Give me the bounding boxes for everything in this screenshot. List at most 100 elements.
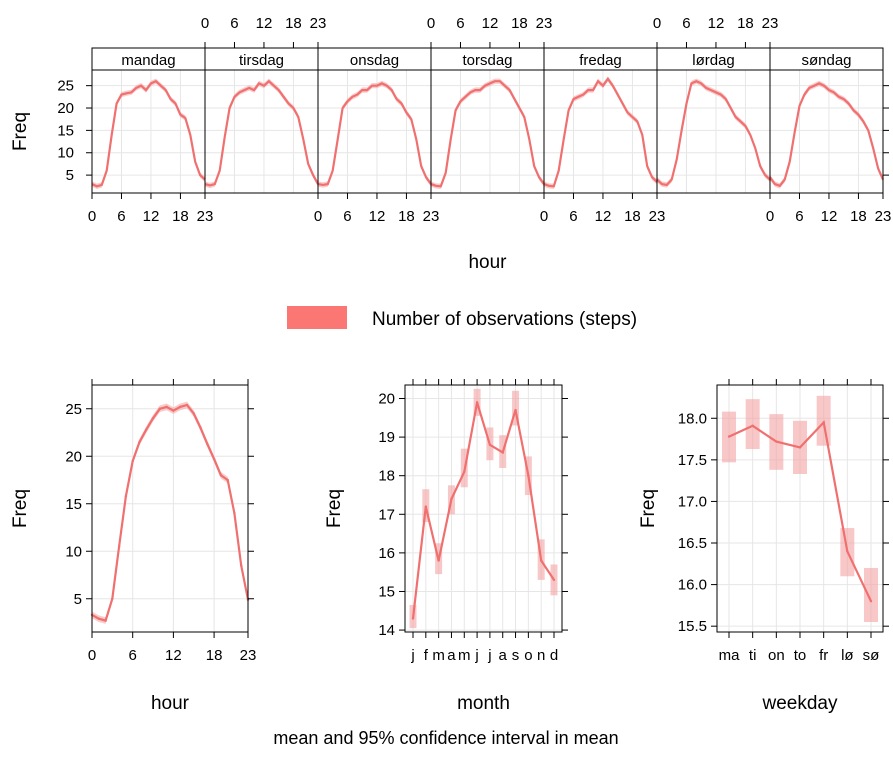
data-point: [226, 478, 229, 482]
strip-label: mandag: [121, 52, 175, 69]
data-point: [165, 405, 168, 409]
x-tick-label: m: [432, 647, 445, 664]
data-point: [437, 559, 440, 562]
x-tick-label: 6: [230, 15, 238, 32]
series-line: [411, 402, 555, 619]
ci-band: [92, 401, 248, 624]
x-tick-label: 18: [285, 15, 302, 32]
x-tick-label: 18: [850, 208, 867, 225]
data-point: [172, 409, 175, 412]
x-tick-label: 0: [88, 208, 96, 225]
data-point: [475, 401, 479, 404]
data-point: [138, 440, 141, 444]
data-point: [240, 564, 243, 567]
panel-frame: [404, 384, 563, 633]
data-point: [233, 512, 236, 515]
y-tick-label: 14: [378, 622, 395, 639]
y-axis-title: Freq: [10, 112, 31, 151]
x-tick-label: 23: [240, 647, 257, 664]
data-point: [124, 494, 128, 498]
x-tick-label: 0: [201, 15, 209, 32]
x-tick-label: 23: [875, 208, 892, 225]
y-tick-label: 16: [378, 545, 395, 562]
data-point: [846, 550, 849, 553]
day-panel-3: onsdag 0 6 12 18 23: [314, 47, 440, 225]
x-tick-label: 12: [595, 208, 612, 225]
x-tick-label: ti: [749, 647, 757, 664]
data-point: [219, 474, 223, 477]
x-tick-label: j: [410, 647, 414, 664]
x-tick-label: 12: [821, 208, 838, 225]
x-tick-label: 18: [206, 647, 223, 664]
x-tick-label: 6: [569, 208, 577, 225]
x-tick-label: f: [424, 647, 429, 664]
data-point: [751, 424, 754, 427]
ci-bar: [816, 395, 831, 446]
series-line: [317, 82, 432, 187]
data-point: [527, 474, 530, 477]
data-point: [798, 446, 802, 449]
data-point: [151, 417, 155, 420]
strip-label: søndag: [801, 52, 851, 69]
x-tick-label: 23: [423, 208, 440, 225]
y-tick-label: 15.5: [678, 618, 707, 635]
top-panel-group: mandag 0 6 12 18 23 tirsdag 0 6 12 18 23 onsdag 0 6 12 1…: [10, 15, 891, 273]
data-point: [145, 428, 148, 431]
caption: mean and 95% confidence interval in mean: [273, 728, 618, 748]
x-tick-label: 6: [456, 15, 464, 32]
data-point: [539, 559, 543, 562]
data-point: [552, 578, 556, 582]
data-point: [869, 600, 873, 603]
x-tick-label: 0: [314, 208, 322, 225]
data-point: [158, 407, 162, 410]
data-point: [212, 457, 216, 461]
data-point: [206, 442, 209, 446]
strip-label: lørdag: [692, 52, 735, 69]
x-axis-title: hour: [468, 252, 507, 273]
y-tick-label: 20: [65, 448, 82, 465]
x-tick-label: a: [499, 647, 508, 664]
x-tick-label: d: [550, 647, 558, 664]
strip-label: torsdag: [462, 52, 512, 69]
legend-swatch: [287, 306, 347, 329]
series-line: [204, 79, 319, 187]
ci-bar: [864, 567, 878, 623]
y-tick-label: 15: [378, 583, 395, 600]
data-point: [97, 617, 100, 620]
x-tick-label: 18: [172, 208, 189, 225]
data-point: [192, 412, 195, 415]
x-tick-label: j: [487, 647, 491, 664]
panel-frame: [769, 69, 884, 194]
series-line: [656, 79, 771, 187]
strip-label: tirsdag: [239, 52, 284, 69]
x-tick-label: lø: [841, 647, 854, 664]
y-tick-label: 16.5: [678, 535, 707, 552]
day-panel-1: mandag 0 6 12 18 23: [88, 47, 213, 225]
data-point: [488, 443, 492, 447]
data-point: [727, 435, 731, 438]
x-tick-label: j: [474, 647, 478, 664]
y-tick-label: 5: [74, 591, 82, 608]
data-point: [131, 459, 134, 463]
series-line: [91, 403, 250, 622]
x-tick-label: 18: [398, 208, 415, 225]
day-panel-7: søndag 0 6 12 18 23: [766, 47, 892, 225]
x-tick-label: s: [512, 647, 520, 664]
x-tick-label: 18: [737, 15, 754, 32]
y-axis-title: Freq: [10, 489, 31, 528]
y-tick-label: 15: [57, 122, 74, 139]
x-tick-label: 18: [511, 15, 528, 32]
x-tick-label: to: [794, 647, 807, 664]
y-tick-label: 5: [66, 167, 74, 184]
data-point: [178, 405, 182, 409]
data-point: [104, 619, 107, 622]
data-point: [117, 545, 121, 548]
strip-label: onsdag: [350, 52, 399, 69]
series-line: [769, 82, 885, 188]
y-tick-label: 17.5: [678, 452, 707, 469]
x-tick-label: 12: [482, 15, 499, 32]
y-tick-label: 17: [378, 506, 395, 523]
legend: Number of observations (steps): [287, 306, 637, 330]
y-axis-title: Freq: [638, 489, 659, 528]
x-tick-label: 12: [143, 208, 160, 225]
